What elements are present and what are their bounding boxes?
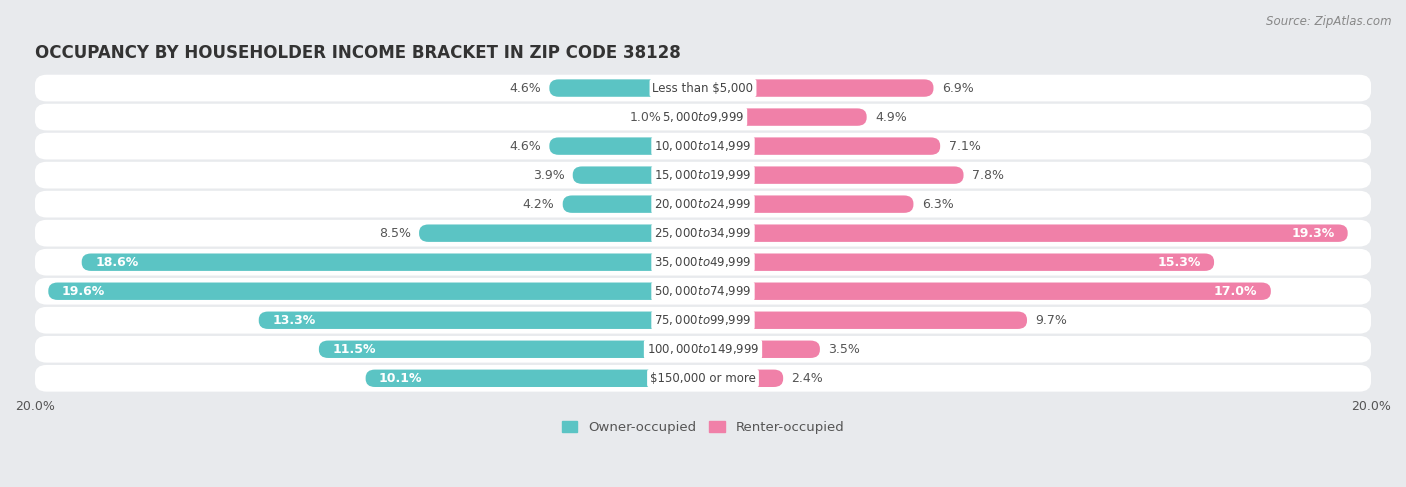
Text: $5,000 to $9,999: $5,000 to $9,999 — [662, 110, 744, 124]
Text: $10,000 to $14,999: $10,000 to $14,999 — [654, 139, 752, 153]
FancyBboxPatch shape — [35, 307, 1371, 334]
Text: $35,000 to $49,999: $35,000 to $49,999 — [654, 255, 752, 269]
Text: 4.6%: 4.6% — [509, 140, 541, 152]
FancyBboxPatch shape — [35, 220, 1371, 246]
FancyBboxPatch shape — [703, 340, 820, 358]
Text: $100,000 to $149,999: $100,000 to $149,999 — [647, 342, 759, 356]
Text: 10.1%: 10.1% — [380, 372, 422, 385]
Text: 7.1%: 7.1% — [949, 140, 980, 152]
FancyBboxPatch shape — [35, 278, 1371, 304]
Text: 1.0%: 1.0% — [630, 111, 661, 124]
FancyBboxPatch shape — [703, 137, 941, 155]
Text: 4.9%: 4.9% — [875, 111, 907, 124]
FancyBboxPatch shape — [562, 195, 703, 213]
FancyBboxPatch shape — [35, 162, 1371, 188]
Text: 4.6%: 4.6% — [509, 81, 541, 94]
FancyBboxPatch shape — [572, 167, 703, 184]
Text: 17.0%: 17.0% — [1213, 285, 1257, 298]
Text: 19.6%: 19.6% — [62, 285, 105, 298]
Text: 7.8%: 7.8% — [972, 169, 1004, 182]
FancyBboxPatch shape — [703, 225, 1348, 242]
FancyBboxPatch shape — [35, 365, 1371, 392]
Text: 6.3%: 6.3% — [922, 198, 953, 211]
Legend: Owner-occupied, Renter-occupied: Owner-occupied, Renter-occupied — [557, 415, 849, 439]
FancyBboxPatch shape — [259, 312, 703, 329]
Text: $20,000 to $24,999: $20,000 to $24,999 — [654, 197, 752, 211]
FancyBboxPatch shape — [703, 109, 866, 126]
FancyBboxPatch shape — [35, 104, 1371, 131]
FancyBboxPatch shape — [703, 79, 934, 97]
Text: 9.7%: 9.7% — [1035, 314, 1067, 327]
Text: $15,000 to $19,999: $15,000 to $19,999 — [654, 168, 752, 182]
Text: Source: ZipAtlas.com: Source: ZipAtlas.com — [1267, 15, 1392, 28]
Text: $75,000 to $99,999: $75,000 to $99,999 — [654, 313, 752, 327]
Text: 2.4%: 2.4% — [792, 372, 824, 385]
FancyBboxPatch shape — [35, 249, 1371, 276]
FancyBboxPatch shape — [35, 133, 1371, 159]
FancyBboxPatch shape — [35, 191, 1371, 218]
Text: OCCUPANCY BY HOUSEHOLDER INCOME BRACKET IN ZIP CODE 38128: OCCUPANCY BY HOUSEHOLDER INCOME BRACKET … — [35, 44, 681, 62]
FancyBboxPatch shape — [48, 282, 703, 300]
FancyBboxPatch shape — [550, 137, 703, 155]
FancyBboxPatch shape — [319, 340, 703, 358]
Text: $25,000 to $34,999: $25,000 to $34,999 — [654, 226, 752, 240]
Text: 3.5%: 3.5% — [828, 343, 860, 356]
FancyBboxPatch shape — [703, 167, 963, 184]
FancyBboxPatch shape — [82, 254, 703, 271]
Text: $150,000 or more: $150,000 or more — [650, 372, 756, 385]
FancyBboxPatch shape — [419, 225, 703, 242]
FancyBboxPatch shape — [703, 370, 783, 387]
Text: 8.5%: 8.5% — [378, 226, 411, 240]
FancyBboxPatch shape — [703, 282, 1271, 300]
FancyBboxPatch shape — [703, 195, 914, 213]
FancyBboxPatch shape — [35, 75, 1371, 101]
FancyBboxPatch shape — [703, 254, 1213, 271]
Text: 11.5%: 11.5% — [332, 343, 375, 356]
Text: 18.6%: 18.6% — [96, 256, 138, 269]
Text: 3.9%: 3.9% — [533, 169, 564, 182]
Text: 6.9%: 6.9% — [942, 81, 973, 94]
Text: 15.3%: 15.3% — [1157, 256, 1201, 269]
Text: Less than $5,000: Less than $5,000 — [652, 81, 754, 94]
FancyBboxPatch shape — [703, 312, 1026, 329]
FancyBboxPatch shape — [366, 370, 703, 387]
Text: 19.3%: 19.3% — [1291, 226, 1334, 240]
Text: 4.2%: 4.2% — [523, 198, 554, 211]
FancyBboxPatch shape — [669, 109, 703, 126]
Text: 13.3%: 13.3% — [273, 314, 315, 327]
FancyBboxPatch shape — [35, 336, 1371, 363]
FancyBboxPatch shape — [550, 79, 703, 97]
Text: $50,000 to $74,999: $50,000 to $74,999 — [654, 284, 752, 298]
